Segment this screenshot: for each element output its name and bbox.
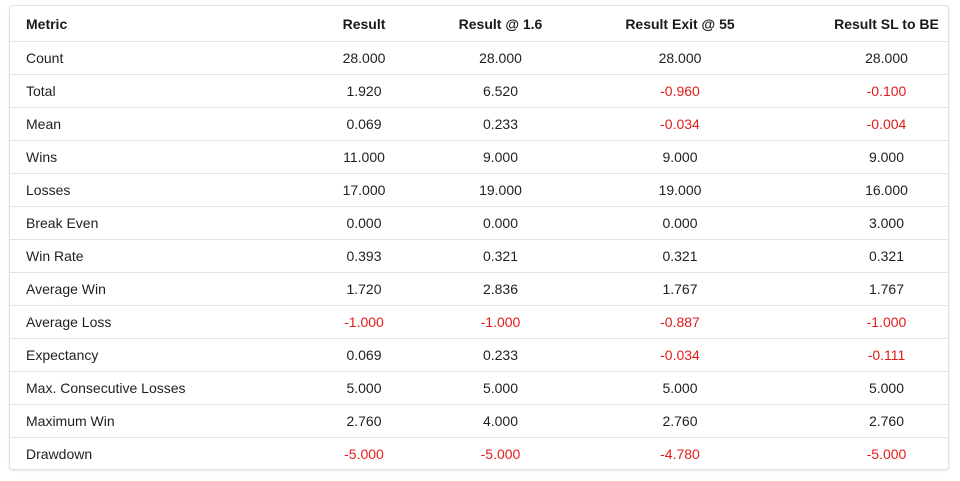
value-cell: -0.004 bbox=[807, 107, 948, 141]
header-result-exit-55[interactable]: Result Exit @ 55 bbox=[553, 6, 807, 42]
metric-label: Drawdown bbox=[26, 446, 93, 462]
table-row: Mean 0.069 0.233 -0.034 -0.004 bbox=[10, 107, 948, 141]
value-cell: -5.000 bbox=[480, 446, 521, 462]
value-cell: 1.767 bbox=[807, 272, 948, 306]
value-cell: 1.920 bbox=[280, 74, 448, 108]
value-cell: 0.321 bbox=[807, 239, 948, 273]
value-cell: 0.000 bbox=[553, 206, 807, 240]
table-row: Max. Consecutive Losses 5.000 5.000 5.000 5.… bbox=[10, 371, 948, 405]
table-row: Average Loss -1.000 -1.000 -0.887 -1.000 bbox=[10, 305, 948, 339]
value-cell: 0.321 bbox=[448, 239, 553, 273]
table-row: Expectancy 0.069 0.233 -0.034 -0.111 bbox=[10, 338, 948, 372]
value-cell: 1.767 bbox=[553, 272, 807, 306]
value-cell: 5.000 bbox=[280, 371, 448, 405]
value-cell: 2.760 bbox=[280, 404, 448, 438]
value-cell: -0.111 bbox=[807, 338, 948, 372]
value-cell: 28.000 bbox=[807, 41, 948, 75]
value-cell: -5.000 bbox=[866, 446, 907, 462]
results-table: Metric Result Result @ 1.6 Result Exit @… bbox=[10, 6, 948, 470]
table-row: Losses 17.000 19.000 19.000 16.000 bbox=[10, 173, 948, 207]
value-cell: 19.000 bbox=[553, 173, 807, 207]
metric-label: Average Loss bbox=[10, 305, 280, 339]
value-cell: -1.000 bbox=[807, 305, 948, 339]
metric-label: Losses bbox=[10, 173, 280, 207]
value-cell: 9.000 bbox=[553, 140, 807, 174]
metric-label: Average Win bbox=[10, 272, 280, 306]
value-cell: 5.000 bbox=[448, 371, 553, 405]
metric-label: Expectancy bbox=[10, 338, 280, 372]
metric-label: Max. Consecutive Losses bbox=[10, 371, 280, 405]
header-result[interactable]: Result bbox=[280, 6, 448, 42]
value-cell: -5.000 bbox=[344, 446, 384, 462]
value-cell: 9.000 bbox=[807, 140, 948, 174]
value-cell: 0.069 bbox=[280, 338, 448, 372]
results-table-card: Metric Result Result @ 1.6 Result Exit @… bbox=[9, 5, 949, 470]
table-row: Maximum Win 2.760 4.000 2.760 2.760 bbox=[10, 404, 948, 438]
value-cell: 0.000 bbox=[280, 206, 448, 240]
metric-label: Win Rate bbox=[10, 239, 280, 273]
metric-label: Count bbox=[10, 41, 280, 75]
table-row: Count 28.000 28.000 28.000 28.000 bbox=[10, 41, 948, 75]
value-cell: 3.000 bbox=[807, 206, 948, 240]
value-cell: 16.000 bbox=[807, 173, 948, 207]
value-cell: 1.720 bbox=[280, 272, 448, 306]
value-cell: -0.034 bbox=[553, 338, 807, 372]
value-cell: 0.000 bbox=[448, 206, 553, 240]
value-cell: 0.393 bbox=[280, 239, 448, 273]
value-cell: 28.000 bbox=[280, 41, 448, 75]
table-row: Win Rate 0.393 0.321 0.321 0.321 bbox=[10, 239, 948, 273]
value-cell: -1.000 bbox=[448, 305, 553, 339]
metric-label: Mean bbox=[10, 107, 280, 141]
header-metric[interactable]: Metric bbox=[10, 6, 280, 42]
value-cell: -0.887 bbox=[553, 305, 807, 339]
table-row: Break Even 0.000 0.000 0.000 3.000 bbox=[10, 206, 948, 240]
metric-label: Total bbox=[10, 74, 280, 108]
value-cell: 9.000 bbox=[448, 140, 553, 174]
value-cell: -0.960 bbox=[553, 74, 807, 108]
value-cell: -1.000 bbox=[280, 305, 448, 339]
value-cell: 0.069 bbox=[280, 107, 448, 141]
metric-label: Maximum Win bbox=[10, 404, 280, 438]
value-cell: 6.520 bbox=[448, 74, 553, 108]
value-cell: 17.000 bbox=[280, 173, 448, 207]
table-row: Drawdown -5.000 -5.000 -4.780 -5.000 bbox=[10, 438, 948, 470]
value-cell: 5.000 bbox=[807, 371, 948, 405]
header-row: Metric Result Result @ 1.6 Result Exit @… bbox=[10, 6, 948, 42]
table-row: Wins 11.000 9.000 9.000 9.000 bbox=[10, 140, 948, 174]
table-row: Average Win 1.720 2.836 1.767 1.767 bbox=[10, 272, 948, 306]
metric-label: Wins bbox=[10, 140, 280, 174]
value-cell: 2.836 bbox=[448, 272, 553, 306]
value-cell: 4.000 bbox=[448, 404, 553, 438]
value-cell: 5.000 bbox=[553, 371, 807, 405]
value-cell: 11.000 bbox=[280, 140, 448, 174]
header-result-sl-to-be[interactable]: Result SL to BE bbox=[807, 6, 948, 42]
value-cell: -0.034 bbox=[553, 107, 807, 141]
table-row: Total 1.920 6.520 -0.960 -0.100 bbox=[10, 74, 948, 108]
value-cell: 0.321 bbox=[553, 239, 807, 273]
value-cell: -4.780 bbox=[660, 446, 700, 462]
value-cell: 0.233 bbox=[448, 338, 553, 372]
value-cell: 2.760 bbox=[553, 404, 807, 438]
value-cell: 2.760 bbox=[807, 404, 948, 438]
value-cell: -0.100 bbox=[807, 74, 948, 108]
table-body: Count 28.000 28.000 28.000 28.000 Total 1.920 6… bbox=[10, 41, 948, 470]
metric-label: Break Even bbox=[10, 206, 280, 240]
value-cell: 28.000 bbox=[553, 41, 807, 75]
table-header: Metric Result Result @ 1.6 Result Exit @… bbox=[10, 6, 948, 42]
header-result-1-6[interactable]: Result @ 1.6 bbox=[448, 6, 553, 42]
value-cell: 19.000 bbox=[448, 173, 553, 207]
value-cell: 0.233 bbox=[448, 107, 553, 141]
value-cell: 28.000 bbox=[448, 41, 553, 75]
